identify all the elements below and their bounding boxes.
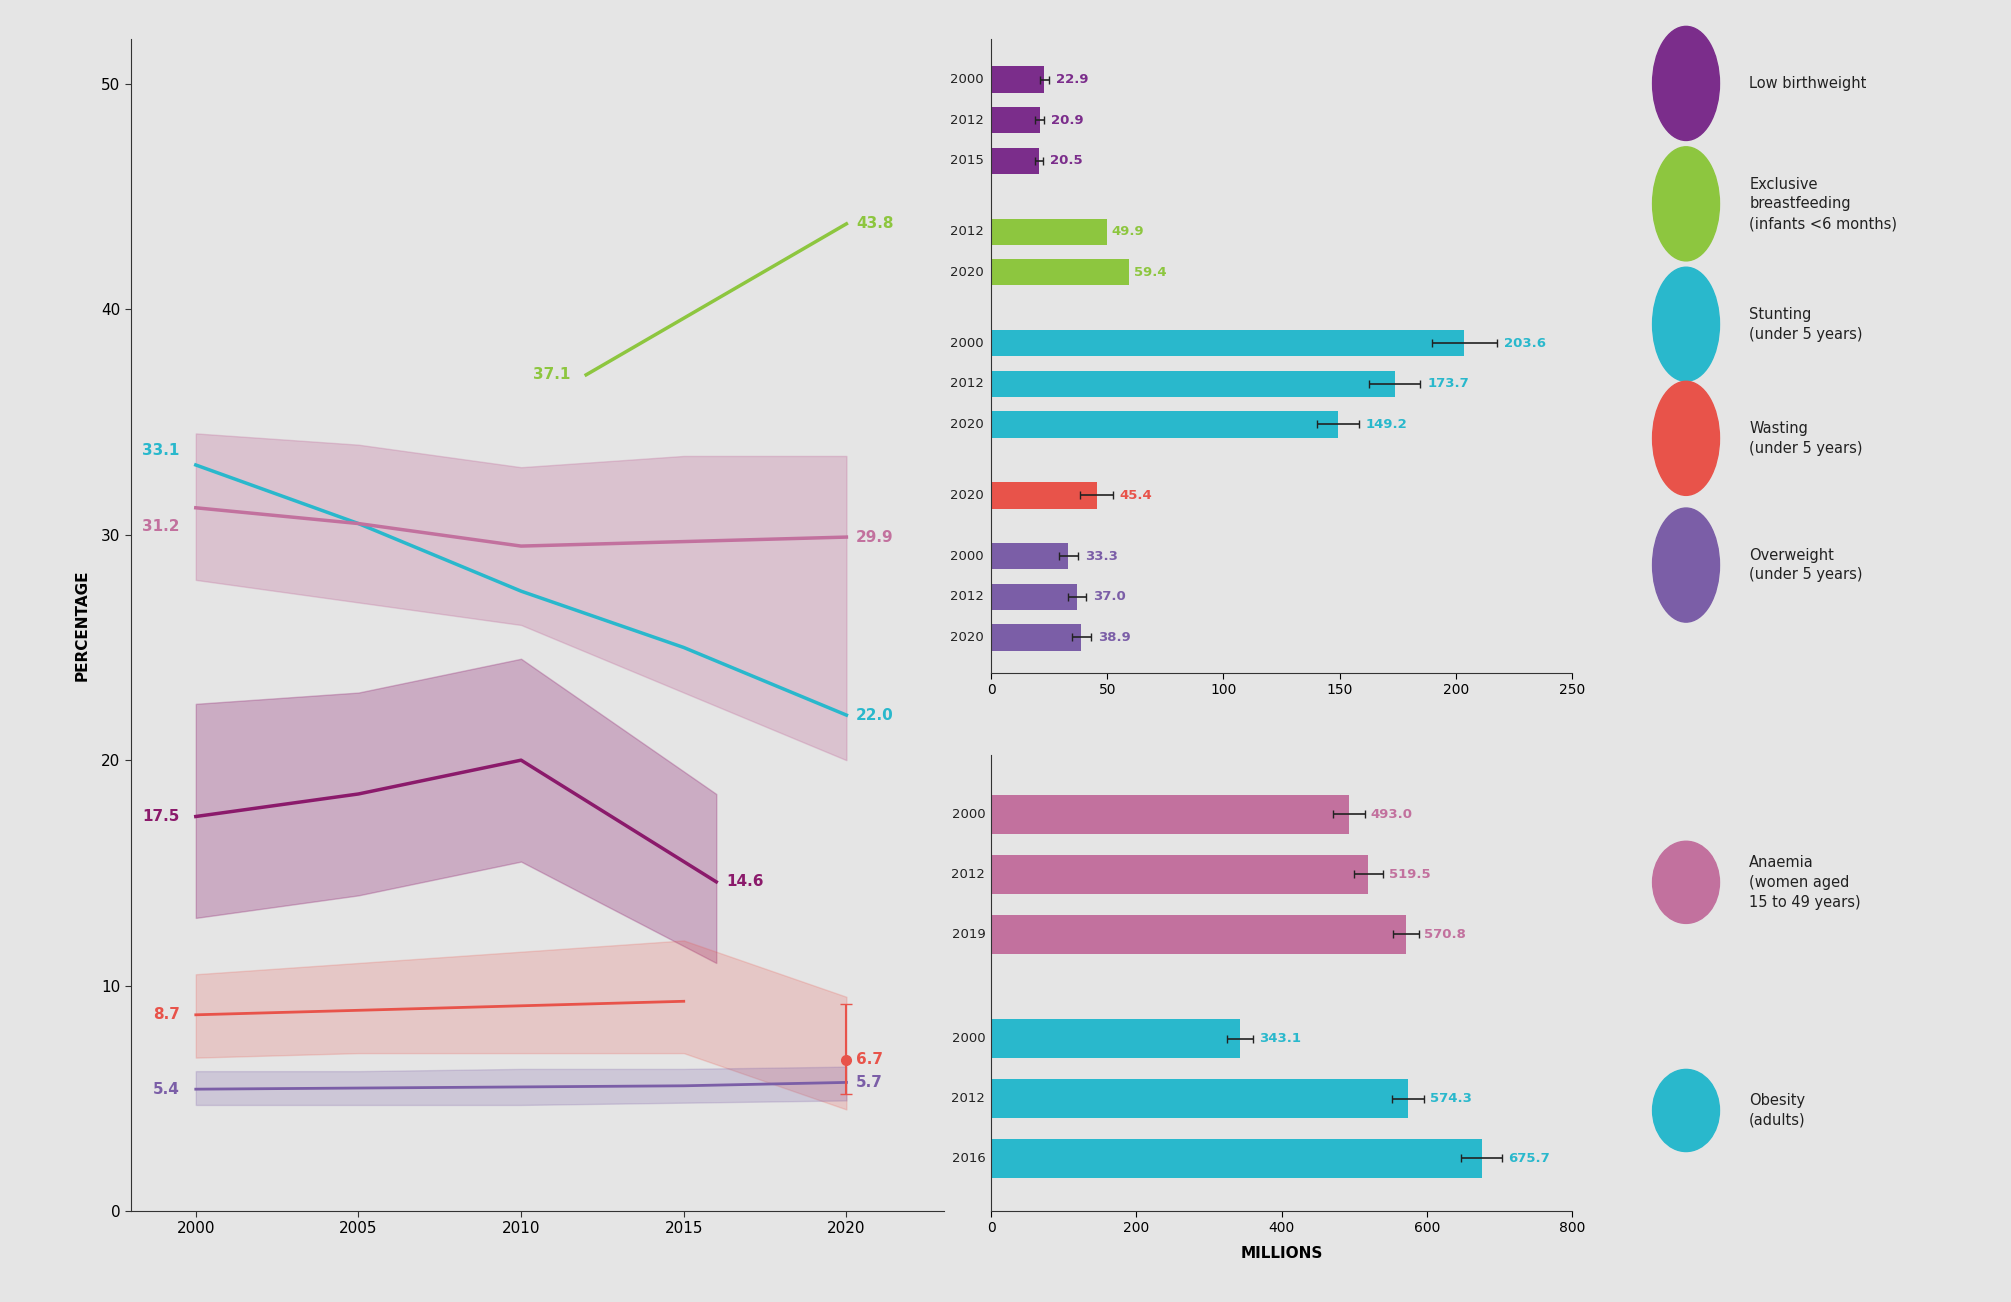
Text: 31.2: 31.2: [143, 519, 179, 534]
Text: Obesity
(adults): Obesity (adults): [1750, 1094, 1806, 1128]
Text: 59.4: 59.4: [1134, 266, 1166, 279]
Text: 22.9: 22.9: [1056, 73, 1088, 86]
Text: 33.3: 33.3: [1084, 549, 1118, 562]
Text: Stunting
(under 5 years): Stunting (under 5 years): [1750, 307, 1862, 341]
Bar: [991, 914, 1406, 953]
Text: 2016: 2016: [951, 1152, 985, 1165]
Text: 8.7: 8.7: [153, 1008, 179, 1022]
Bar: [991, 583, 1078, 609]
Text: 2012: 2012: [951, 1092, 985, 1105]
Text: 38.9: 38.9: [1098, 630, 1130, 643]
Bar: [991, 624, 1082, 651]
Bar: [991, 259, 1128, 285]
Text: 2012: 2012: [951, 378, 983, 391]
Bar: [991, 411, 1337, 437]
Text: 20.5: 20.5: [1050, 154, 1082, 167]
Text: 203.6: 203.6: [1504, 337, 1546, 350]
Text: 20.9: 20.9: [1052, 113, 1084, 126]
Text: 2020: 2020: [951, 266, 983, 279]
Text: 2012: 2012: [951, 590, 983, 603]
Text: 14.6: 14.6: [726, 875, 764, 889]
Text: 2012: 2012: [951, 867, 985, 880]
Text: 2015: 2015: [951, 154, 983, 167]
Text: 17.5: 17.5: [143, 809, 179, 824]
Text: 519.5: 519.5: [1390, 867, 1430, 880]
Text: 2012: 2012: [951, 113, 983, 126]
Circle shape: [1653, 26, 1719, 141]
Text: 2020: 2020: [951, 418, 983, 431]
Text: 2020: 2020: [951, 630, 983, 643]
Text: 33.1: 33.1: [143, 443, 179, 458]
Bar: [991, 796, 1349, 833]
Text: 5.7: 5.7: [857, 1075, 883, 1090]
Text: 49.9: 49.9: [1112, 225, 1144, 238]
Text: Overweight
(under 5 years): Overweight (under 5 years): [1750, 548, 1862, 582]
Circle shape: [1653, 267, 1719, 381]
Bar: [991, 331, 1464, 357]
Text: 2000: 2000: [951, 337, 983, 350]
Text: 45.4: 45.4: [1120, 488, 1152, 501]
Text: 2019: 2019: [951, 927, 985, 940]
Text: 570.8: 570.8: [1424, 927, 1466, 940]
Text: 2000: 2000: [951, 809, 985, 820]
Text: 574.3: 574.3: [1430, 1092, 1472, 1105]
Bar: [991, 371, 1396, 397]
Bar: [991, 543, 1068, 569]
Text: 675.7: 675.7: [1508, 1152, 1550, 1165]
Y-axis label: PERCENTAGE: PERCENTAGE: [74, 569, 90, 681]
X-axis label: MILLIONS: MILLIONS: [1241, 1246, 1323, 1262]
Circle shape: [1653, 841, 1719, 923]
Text: 43.8: 43.8: [857, 216, 893, 232]
Bar: [991, 1079, 1408, 1118]
Text: 2020: 2020: [951, 488, 983, 501]
Text: 22.0: 22.0: [857, 707, 895, 723]
Bar: [991, 219, 1106, 245]
Text: 5.4: 5.4: [153, 1082, 179, 1096]
Text: 2000: 2000: [951, 1032, 985, 1046]
Bar: [991, 1139, 1482, 1178]
Text: Low birthweight: Low birthweight: [1750, 76, 1866, 91]
Text: Anaemia
(women aged
15 to 49 years): Anaemia (women aged 15 to 49 years): [1750, 855, 1860, 910]
Circle shape: [1653, 381, 1719, 495]
Text: 2012: 2012: [951, 225, 983, 238]
Bar: [991, 66, 1044, 92]
Circle shape: [1653, 1069, 1719, 1151]
Circle shape: [1653, 508, 1719, 622]
Bar: [991, 1019, 1241, 1059]
Text: 37.1: 37.1: [533, 367, 569, 383]
Text: 493.0: 493.0: [1372, 809, 1414, 820]
Text: Exclusive
breastfeeding
(infants <6 months): Exclusive breastfeeding (infants <6 mont…: [1750, 177, 1896, 232]
Circle shape: [1653, 147, 1719, 260]
Text: 29.9: 29.9: [857, 530, 893, 544]
Text: Wasting
(under 5 years): Wasting (under 5 years): [1750, 421, 1862, 456]
Text: 2000: 2000: [951, 549, 983, 562]
Bar: [991, 482, 1096, 509]
Text: 173.7: 173.7: [1428, 378, 1468, 391]
Bar: [991, 147, 1040, 174]
Text: 6.7: 6.7: [857, 1052, 883, 1068]
Bar: [991, 855, 1367, 893]
Bar: [991, 107, 1040, 133]
Text: 149.2: 149.2: [1365, 418, 1408, 431]
Text: 37.0: 37.0: [1094, 590, 1126, 603]
Text: 2000: 2000: [951, 73, 983, 86]
Text: 343.1: 343.1: [1259, 1032, 1301, 1046]
